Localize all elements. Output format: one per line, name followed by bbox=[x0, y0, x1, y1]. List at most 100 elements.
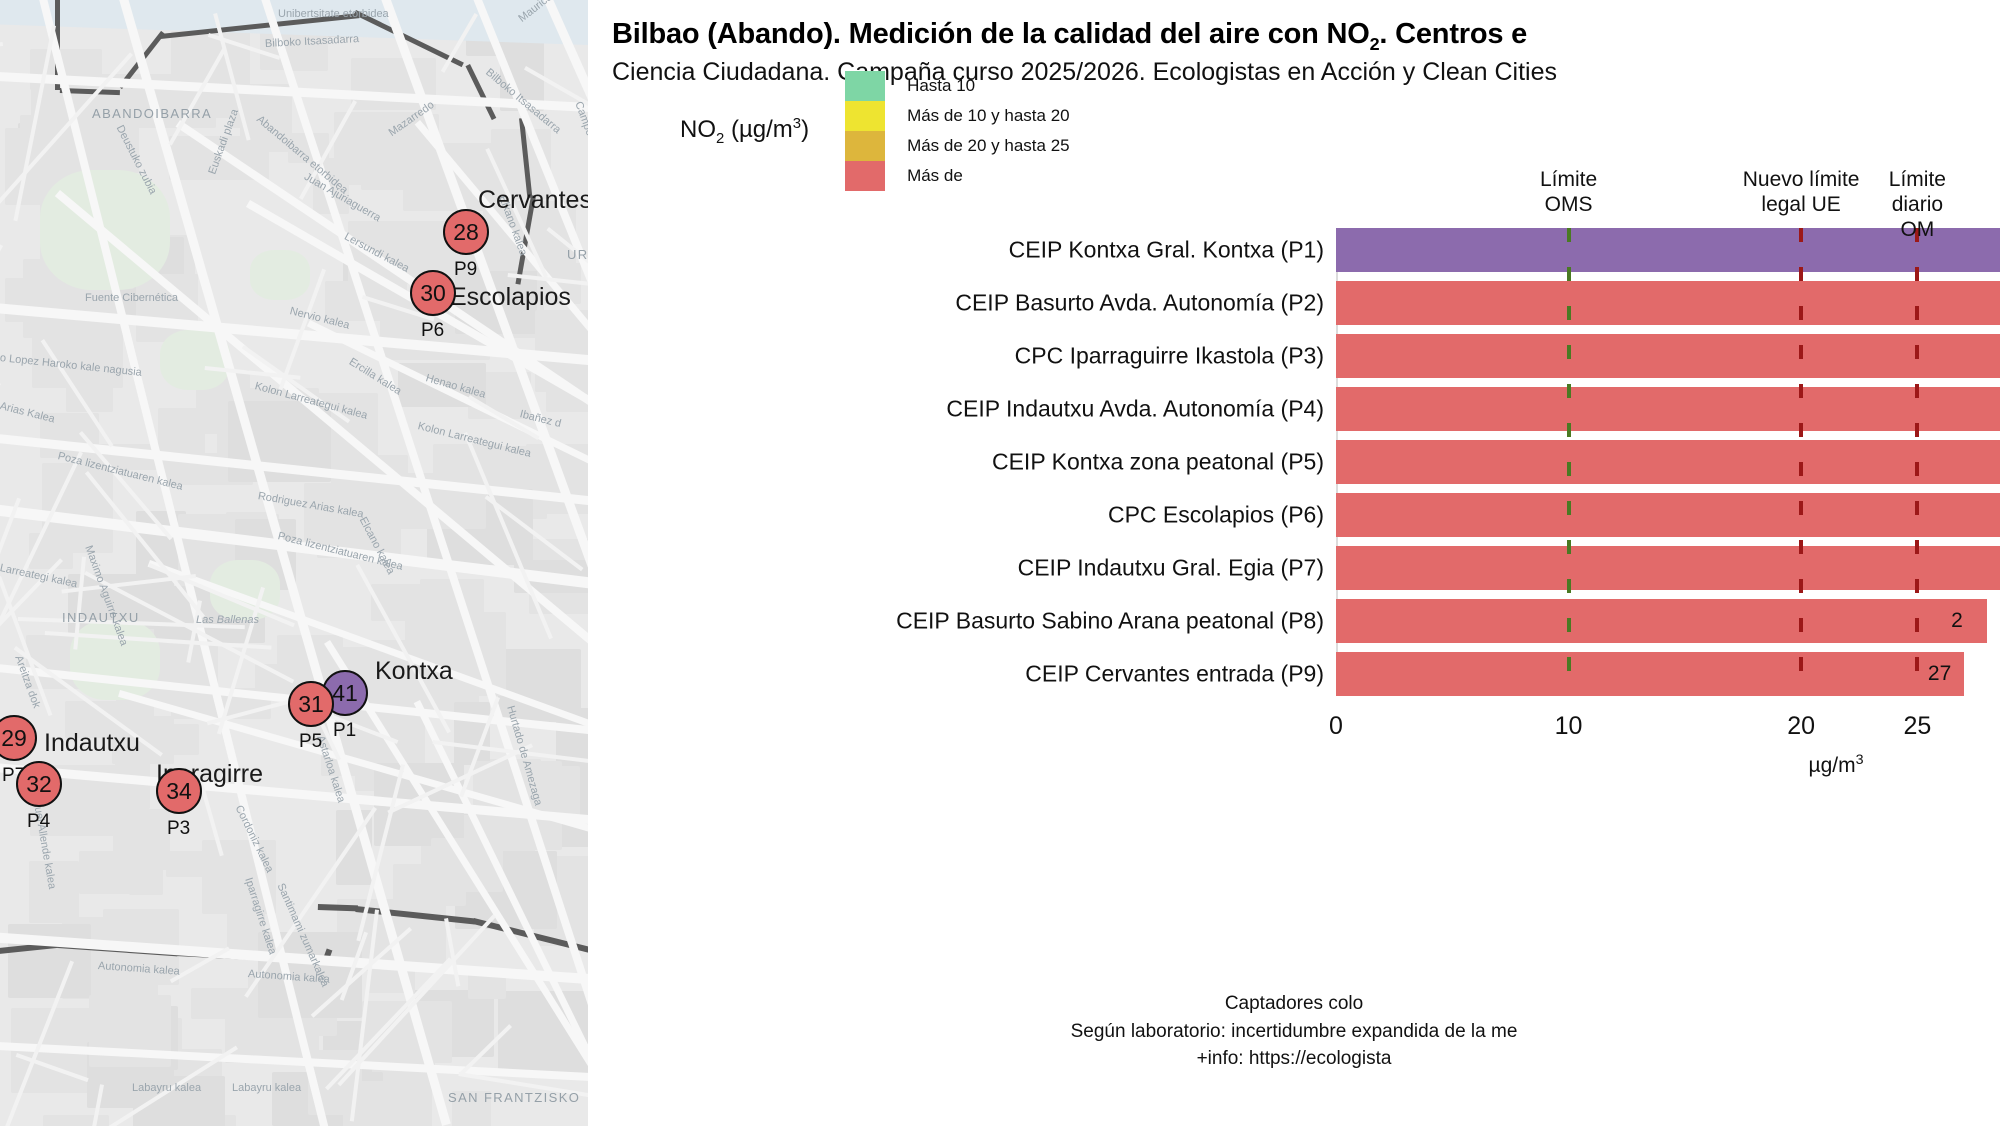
map-block bbox=[66, 373, 113, 413]
map-street-label: Fuente Cibernética bbox=[85, 292, 178, 304]
bar[interactable] bbox=[1336, 652, 1964, 696]
bar-row[interactable]: CEIP Indautxu Avda. Autonomía (P4) bbox=[946, 387, 2000, 431]
legend-item-label: Más de 20 y hasta 25 bbox=[907, 136, 1070, 155]
map-area-label: SAN FRANTZISKO bbox=[448, 1090, 581, 1105]
bar-value-label: 27 bbox=[1927, 662, 1952, 685]
bar[interactable] bbox=[1336, 387, 2000, 431]
map-poi-name: Escolapios bbox=[450, 283, 571, 311]
legend-items: Hasta 10 Más de 10 y hasta 20 Más de 20 y … bbox=[845, 71, 1122, 191]
bar[interactable] bbox=[1336, 281, 2000, 325]
x-axis-title: µg/m3 bbox=[1808, 752, 1864, 777]
legend-color-swatch bbox=[845, 71, 886, 101]
legend-title: NO2 (µg/m3) bbox=[680, 115, 810, 147]
bar[interactable] bbox=[1336, 334, 2000, 378]
map-area-label: ABANDOIBARRA bbox=[92, 106, 213, 121]
threshold-line bbox=[1915, 228, 1920, 696]
map-green-area bbox=[250, 250, 310, 300]
bar[interactable] bbox=[1336, 440, 2000, 484]
footnotes: Captadores colo Según laboratorio: incert… bbox=[588, 990, 2000, 1073]
bar-row[interactable]: CEIP Cervantes entrada (P9) 27 bbox=[1025, 652, 2000, 696]
legend-item: Más de 20 y hasta 25 bbox=[845, 131, 1070, 161]
x-axis-tick-label: 10 bbox=[1554, 712, 1583, 740]
bar[interactable] bbox=[1336, 599, 1988, 643]
bar-row[interactable]: CEIP Kontxa Gral. Kontxa (P1) bbox=[1009, 228, 2000, 272]
map-marker-code: P3 bbox=[167, 818, 191, 839]
map-marker-code: P5 bbox=[299, 731, 323, 752]
chart-panel: Bilbao (Abando). Medición de la calidad … bbox=[588, 0, 2000, 1126]
map-street-label: Labayru kalea bbox=[232, 1082, 302, 1094]
map-block bbox=[166, 851, 248, 878]
bar-category-label: CEIP Cervantes entrada (P9) bbox=[1025, 660, 1324, 687]
map-marker[interactable]: 32 bbox=[16, 761, 62, 807]
footnote-line: Captadores colo bbox=[1224, 993, 1364, 1014]
bar-category-label: CEIP Kontxa Gral. Kontxa (P1) bbox=[1008, 236, 1324, 263]
bar-category-label: CEIP Kontxa zona peatonal (P5) bbox=[991, 448, 1324, 475]
legend-item: Más de bbox=[845, 161, 1070, 191]
map-district-boundary bbox=[317, 904, 358, 912]
footnote-line: Según laboratorio: incertidumbre expandi… bbox=[1070, 1020, 1518, 1042]
legend-color-swatch bbox=[845, 131, 886, 161]
legend-item-label: Hasta 10 bbox=[907, 76, 976, 95]
map-street-label: Labayru kalea bbox=[132, 1082, 202, 1094]
bar-row[interactable]: CPC Escolapios (P6) bbox=[1108, 493, 2000, 537]
threshold-label: Nuevo límite legal UE bbox=[1742, 168, 1860, 216]
map-poi-name: Cervantes bbox=[478, 186, 588, 214]
threshold-line bbox=[1566, 228, 1571, 696]
footnote-line: +info: https://ecologista bbox=[1196, 1048, 1392, 1070]
map-marker[interactable]: 31 bbox=[288, 681, 334, 727]
map-block bbox=[43, 1115, 109, 1126]
bar-category-label: CEIP Indautxu Avda. Autonomía (P4) bbox=[946, 395, 1324, 422]
map-marker[interactable]: 28 bbox=[443, 209, 489, 255]
map-poi-name: Kontxa bbox=[375, 657, 453, 685]
threshold-label: Límite diario OM bbox=[1888, 168, 1946, 241]
legend-color-swatch bbox=[845, 101, 886, 131]
legend-item: Hasta 10 bbox=[845, 71, 1070, 101]
map-block bbox=[79, 851, 131, 895]
bar-category-label: CPC Escolapios (P6) bbox=[1107, 501, 1324, 528]
threshold-label: Límite OMS bbox=[1539, 168, 1598, 216]
bar-row[interactable]: CPC Iparraguirre Ikastola (P3) bbox=[1015, 334, 2000, 378]
map-marker-code: P9 bbox=[454, 259, 478, 280]
x-axis-tick-label: 20 bbox=[1787, 712, 1816, 740]
threshold-line bbox=[1799, 228, 1804, 696]
bar-row[interactable]: CEIP Basurto Sabino Arana peatonal (P8) 2 bbox=[896, 599, 2000, 643]
x-axis-ticks: 0 10 20 25 bbox=[1329, 712, 2000, 752]
map-street-label: Unibertsitate etorbidea bbox=[278, 8, 389, 20]
bar-category-label: CEIP Basurto Avda. Autonomía (P2) bbox=[955, 289, 1324, 316]
legend: NO2 (µg/m3) Hasta 10 Más de 10 y hasta 20… bbox=[680, 71, 1122, 191]
bar-chart-plot: CEIP Kontxa Gral. Kontxa (P1) CEIP Basurt… bbox=[896, 228, 2000, 696]
bar[interactable] bbox=[1336, 228, 2000, 272]
map-marker[interactable]: 34 bbox=[156, 768, 202, 814]
bar-category-label: CPC Iparraguirre Ikastola (P3) bbox=[1014, 342, 1324, 369]
map-area-label: Las Ballenas bbox=[196, 614, 259, 626]
map-poi-name: Indautxu bbox=[44, 729, 140, 757]
bar-value-label: 2 bbox=[1951, 609, 1963, 632]
map-block bbox=[452, 1091, 491, 1126]
map-marker[interactable]: 30 bbox=[410, 270, 456, 316]
bar[interactable] bbox=[1336, 493, 2000, 537]
page-title: Bilbao (Abando). Medición de la calidad … bbox=[612, 18, 1528, 54]
x-axis-tick-label: 0 bbox=[1329, 712, 1343, 740]
page-subtitle: Ciencia Ciudadana. Campaña curso 2025/20… bbox=[612, 58, 1558, 86]
map-marker-code: P4 bbox=[27, 811, 51, 832]
map-panel[interactable]: Unibertsitate etorbidea Bilboko Itsasadar… bbox=[0, 0, 588, 1126]
bar-row[interactable]: CEIP Basurto Avda. Autonomía (P2) bbox=[955, 281, 2000, 325]
legend-item-label: Más de bbox=[907, 166, 963, 185]
bar-row[interactable]: CEIP Kontxa zona peatonal (P5) bbox=[992, 440, 2000, 484]
map-block bbox=[498, 649, 581, 723]
bar-category-label: CEIP Basurto Sabino Arana peatonal (P8) bbox=[896, 607, 1324, 634]
legend-color-swatch bbox=[845, 161, 886, 191]
bar-category-label: CEIP Indautxu Gral. Egia (P7) bbox=[1017, 554, 1324, 581]
legend-item-label: Más de 10 y hasta 20 bbox=[907, 106, 1070, 125]
x-axis-tick-label: 25 bbox=[1903, 712, 1932, 740]
map-area-label: URI bbox=[567, 247, 588, 262]
map-marker-code: P6 bbox=[421, 320, 445, 341]
map-block bbox=[29, 861, 80, 924]
map-area-label: INDAUTXU bbox=[62, 610, 140, 625]
bar-row[interactable]: CEIP Indautxu Gral. Egia (P7) bbox=[1018, 546, 2000, 590]
legend-item: Más de 10 y hasta 20 bbox=[845, 101, 1070, 131]
map-marker-code: P1 bbox=[333, 720, 357, 741]
map-block bbox=[191, 988, 253, 1020]
map-marker[interactable]: 29 bbox=[0, 715, 37, 761]
bar[interactable] bbox=[1336, 546, 2000, 590]
